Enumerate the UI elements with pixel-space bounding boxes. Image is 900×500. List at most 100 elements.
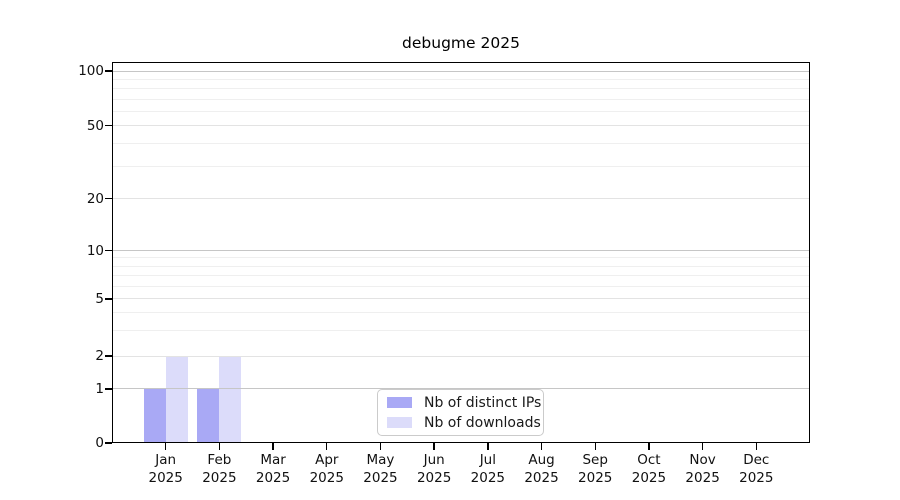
- x-tick: [272, 443, 274, 450]
- y-tick-label: 20: [86, 190, 104, 207]
- x-tick-label: Jul 2025: [446, 451, 530, 487]
- x-tick: [540, 443, 543, 450]
- x-tick-month: Jan: [155, 452, 177, 468]
- x-tick-year: 2025: [470, 470, 506, 486]
- x-tick: [594, 443, 596, 450]
- x-tick-label: Feb 2025: [177, 451, 261, 487]
- mid-gridline: [112, 125, 810, 127]
- minor-gridline: [112, 78, 810, 80]
- x-tick-year: 2025: [524, 470, 559, 486]
- x-tick-month: May: [366, 452, 395, 468]
- x-tick: [487, 443, 489, 450]
- mid-gridline: [112, 198, 810, 200]
- x-tick-month: Jul: [479, 452, 496, 468]
- minor-gridline: [112, 98, 810, 100]
- x-tick-year: 2025: [148, 470, 183, 486]
- y-tick-label: 50: [86, 117, 104, 134]
- minor-gridline: [112, 165, 810, 167]
- y-tick-label: 5: [95, 290, 104, 307]
- minor-gridline: [112, 285, 810, 287]
- x-tick-year: 2025: [309, 470, 344, 486]
- bar-distinct-ips: [197, 388, 220, 443]
- y-tick: [105, 355, 112, 357]
- x-tick-month: Sep: [582, 452, 608, 468]
- y-tick-label: 0: [95, 435, 104, 451]
- legend-label-distinct-ips: Nb of distinct IPs: [424, 394, 542, 411]
- legend-item-distinct-ips: Nb of distinct IPs: [387, 395, 541, 411]
- mid-gridline: [112, 298, 810, 300]
- x-tick-month: Aug: [528, 452, 555, 468]
- bar-downloads: [219, 356, 242, 443]
- major-gridline: [112, 70, 810, 72]
- minor-gridline: [112, 110, 810, 112]
- x-tick-year: 2025: [685, 470, 720, 486]
- legend-swatch-downloads-icon: [387, 417, 412, 428]
- x-tick-month: Feb: [207, 452, 232, 468]
- y-tick-label: 100: [78, 63, 104, 80]
- x-tick-year: 2025: [363, 470, 398, 486]
- x-tick-label: Aug 2025: [500, 451, 584, 487]
- major-gridline: [112, 388, 810, 390]
- major-gridline: [112, 250, 810, 252]
- y-tick-label: 2: [95, 348, 104, 365]
- x-tick-label: May 2025: [338, 451, 422, 487]
- x-tick-label: Mar 2025: [231, 451, 315, 487]
- x-tick-month: Apr: [315, 452, 339, 468]
- x-tick: [218, 443, 221, 450]
- minor-gridline: [112, 274, 810, 276]
- x-tick: [433, 443, 435, 450]
- y-tick-label: 10: [86, 242, 104, 259]
- x-axis-labels: Jan 2025 Feb 2025 Mar 2025 Apr 2025 May 2025 Jun 20…: [112, 451, 810, 491]
- x-tick: [648, 443, 650, 450]
- y-tick-label: 1: [95, 380, 104, 397]
- plot-border: [112, 62, 810, 443]
- x-tick-year: 2025: [416, 470, 452, 486]
- plot-area: [105, 62, 810, 450]
- x-tick-label: Sep 2025: [553, 451, 637, 487]
- y-tick: [105, 442, 112, 444]
- y-tick: [105, 249, 112, 252]
- x-tick-label: Jan 2025: [124, 451, 208, 487]
- x-tick-label: Jun 2025: [392, 451, 476, 487]
- x-tick-year: 2025: [578, 470, 613, 486]
- y-tick: [105, 298, 112, 300]
- y-axis-labels: 0 1 2 5 10 20 50 100: [0, 62, 104, 451]
- x-tick-month: Nov: [689, 452, 716, 468]
- x-tick: [326, 443, 328, 450]
- legend-item-downloads: Nb of downloads: [387, 415, 541, 431]
- y-tick: [105, 124, 112, 127]
- x-tick-year: 2025: [631, 470, 667, 486]
- x-tick: [164, 443, 167, 450]
- x-tick-year: 2025: [255, 470, 291, 486]
- minor-gridline: [112, 142, 810, 144]
- x-tick-month: Mar: [260, 452, 286, 468]
- mid-gridline: [112, 355, 810, 357]
- x-tick: [379, 443, 382, 450]
- x-tick-label: Nov 2025: [661, 451, 745, 487]
- minor-gridline: [112, 330, 810, 332]
- x-tick-year: 2025: [739, 470, 774, 486]
- x-tick: [701, 443, 704, 450]
- bar-downloads: [165, 356, 188, 443]
- y-tick: [105, 70, 112, 72]
- minor-gridline: [112, 265, 810, 267]
- legend-label-downloads: Nb of downloads: [424, 414, 541, 431]
- chart-title: debugme 2025: [402, 34, 520, 52]
- bar-distinct-ips: [143, 388, 166, 443]
- legend-swatch-distinct-ips-icon: [387, 397, 412, 408]
- x-tick-month: Oct: [637, 452, 661, 468]
- x-tick-month: Dec: [743, 452, 770, 468]
- y-tick: [105, 198, 112, 200]
- minor-gridline: [112, 257, 810, 259]
- legend: Nb of distinct IPs Nb of downloads: [377, 389, 544, 436]
- x-tick: [755, 443, 757, 450]
- x-tick-month: Jun: [423, 452, 445, 468]
- x-tick-year: 2025: [202, 470, 237, 486]
- x-tick-label: Dec 2025: [714, 451, 798, 487]
- x-tick-label: Apr 2025: [285, 451, 369, 487]
- minor-gridline: [112, 312, 810, 314]
- x-tick-label: Oct 2025: [607, 451, 691, 487]
- minor-gridline: [112, 88, 810, 90]
- y-tick: [105, 388, 112, 390]
